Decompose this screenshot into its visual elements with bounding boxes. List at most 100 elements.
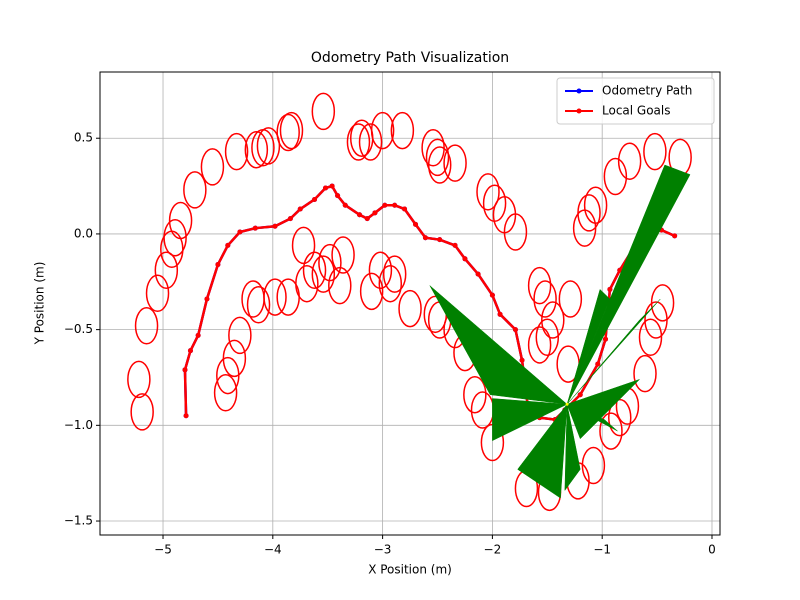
- series-point: [602, 336, 608, 342]
- uncertainty-ellipse: [482, 184, 507, 223]
- series-point: [272, 223, 278, 229]
- uncertainty-ellipse: [127, 360, 151, 399]
- x-axis-label: X Position (m): [368, 563, 452, 577]
- uncertainty-ellipse: [331, 236, 355, 274]
- uncertainty-ellipse: [527, 326, 552, 364]
- uncertainty-ellipse: [263, 278, 287, 316]
- series-point: [512, 327, 518, 333]
- uncertainty-ellipse: [533, 280, 557, 318]
- uncertainty-ellipse: [368, 251, 393, 290]
- fan: [566, 379, 640, 440]
- uncertainty-ellipse: [256, 127, 281, 165]
- x-tick-label: 0: [708, 543, 716, 557]
- uncertainty-ellipse: [427, 146, 452, 184]
- series-point: [204, 296, 210, 302]
- series-point: [422, 235, 428, 241]
- fan: [566, 288, 611, 405]
- uncertainty-ellipse: [541, 301, 565, 339]
- uncertainty-ellipse: [241, 280, 265, 318]
- fan: [566, 164, 691, 405]
- uncertainty-ellipse: [599, 412, 623, 450]
- uncertainty-ellipse: [572, 209, 597, 247]
- y-tick-label: 0.0: [74, 226, 93, 240]
- uncertainty-ellipse: [134, 307, 159, 345]
- series-point: [364, 216, 370, 222]
- x-tick-label: −2: [484, 543, 502, 557]
- uncertainty-ellipse: [558, 280, 583, 318]
- uncertainty-ellipse: [425, 138, 450, 177]
- uncertainty-ellipse: [527, 266, 552, 305]
- uncertainty-ellipse: [608, 398, 632, 437]
- uncertainty-ellipse: [183, 171, 207, 209]
- series-point: [497, 311, 503, 317]
- uncertainty-ellipse: [216, 356, 240, 395]
- uncertainty-ellipse: [168, 201, 193, 240]
- series-point: [183, 413, 189, 419]
- legend-label: Odometry Path: [602, 84, 692, 98]
- fan: [566, 298, 661, 405]
- series-point: [237, 229, 243, 235]
- fan: [566, 404, 618, 432]
- uncertainty-ellipse: [311, 255, 336, 293]
- series-point: [595, 361, 601, 367]
- uncertainty-ellipse: [503, 213, 528, 251]
- series-point: [672, 233, 678, 239]
- uncertainty-ellipse: [463, 375, 487, 414]
- series-point: [475, 271, 481, 277]
- uncertainty-ellipse: [246, 285, 271, 324]
- series-point: [382, 202, 388, 208]
- uncertainty-ellipse: [224, 132, 249, 171]
- uncertainty-ellipse: [359, 272, 384, 311]
- uncertainty-ellipse: [577, 194, 601, 232]
- y-axis-label: Y Position (m): [33, 262, 47, 346]
- legend-box: [556, 77, 715, 125]
- uncertainty-ellipse: [318, 243, 342, 282]
- uncertainty-ellipse: [154, 251, 179, 290]
- plot-area: [127, 92, 692, 512]
- y-tick-label: −1.5: [64, 514, 93, 528]
- uncertainty-ellipse: [291, 226, 316, 265]
- series-point: [489, 292, 495, 298]
- uncertainty-ellipse: [581, 446, 606, 485]
- series-point: [297, 206, 303, 212]
- uncertainty-ellipse: [398, 289, 422, 328]
- series-point: [215, 262, 221, 268]
- uncertainty-ellipse: [358, 123, 383, 161]
- series-point: [462, 256, 468, 262]
- uncertainty-ellipse: [302, 251, 327, 290]
- series-point: [413, 221, 419, 227]
- uncertainty-ellipse: [633, 354, 657, 393]
- x-tick-label: −3: [374, 543, 392, 557]
- uncertainty-ellipse: [650, 284, 675, 322]
- uncertainty-ellipse: [163, 219, 187, 257]
- series-point: [329, 183, 335, 189]
- uncertainty-ellipse: [390, 111, 415, 150]
- uncertainty-ellipse: [638, 318, 663, 357]
- series-point: [342, 202, 348, 208]
- series-point: [252, 225, 258, 231]
- uncertainty-ellipse: [476, 173, 500, 211]
- series-point: [577, 392, 583, 398]
- fan: [517, 403, 568, 499]
- uncertainty-ellipse: [535, 318, 560, 357]
- uncertainty-ellipse: [583, 186, 608, 224]
- uncertainty-ellipse: [470, 391, 495, 429]
- plot-frame: [99, 71, 721, 536]
- uncertainty-ellipse: [346, 123, 371, 161]
- series-point: [225, 242, 231, 248]
- series-point: [287, 216, 293, 222]
- series-point: [452, 242, 458, 248]
- series-point: [372, 210, 378, 216]
- uncertainty-ellipse: [311, 92, 336, 131]
- uncertainty-ellipse: [145, 274, 170, 313]
- series-point: [312, 196, 318, 202]
- uncertainty-ellipse: [244, 130, 269, 169]
- legend-marker: [576, 88, 582, 94]
- uncertainty-ellipse: [382, 255, 407, 293]
- chart-title: Odometry Path Visualization: [311, 50, 509, 66]
- series-point: [335, 193, 341, 199]
- uncertainty-ellipse: [328, 266, 352, 305]
- uncertainty-ellipse: [130, 393, 154, 431]
